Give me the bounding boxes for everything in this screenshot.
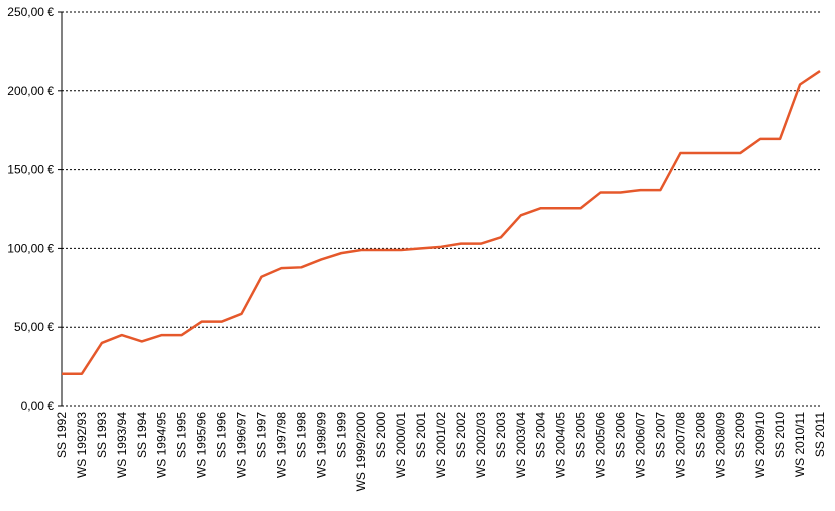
y-tick-label: 100,00 € [7,241,54,255]
y-tick-label: 0,00 € [21,399,55,413]
x-tick-label: WS 2002/03 [474,412,488,478]
x-tick-label: WS 1997/98 [274,412,288,478]
x-tick-label: WS 2006/07 [633,412,647,478]
x-tick-label: SS 2001 [414,412,428,458]
x-tick-label: SS 2007 [653,412,667,458]
x-tick-label: SS 1996 [215,412,229,458]
y-tick-label: 250,00 € [7,5,54,19]
x-tick-label: SS 2003 [494,412,508,458]
x-tick-label: SS 2008 [693,412,707,458]
x-tick-label: SS 2005 [574,412,588,458]
x-tick-label: WS 2007/08 [673,412,687,478]
x-tick-label: SS 1997 [254,412,268,458]
x-tick-label: WS 1994/95 [155,412,169,478]
x-tick-label: SS 1992 [55,412,69,458]
x-tick-label: WS 2008/09 [713,412,727,478]
x-tick-label: WS 2009/10 [753,412,767,478]
x-tick-label: SS 1993 [95,412,109,458]
x-tick-label: WS 2003/04 [514,412,528,478]
y-tick-label: 50,00 € [14,320,54,334]
x-tick-label: SS 1995 [175,412,189,458]
x-tick-label: WS 2004/05 [554,412,568,478]
x-tick-label: WS 2010/11 [793,412,807,477]
x-tick-label: WS 1992/93 [75,412,89,478]
x-tick-label: WS 1995/96 [195,412,209,478]
line [62,70,821,375]
x-tick-label: WS 2005/06 [594,412,608,478]
x-tick-label: SS 2000 [374,412,388,458]
x-tick-label: SS 2006 [614,412,628,458]
x-tick-label: WS 1999/2000 [354,412,368,492]
x-tick-label: WS 1993/94 [115,412,129,478]
x-tick-label: SS 2010 [773,412,787,458]
x-tick-label: SS 2002 [454,412,468,458]
y-tick-label: 200,00 € [7,84,54,98]
x-tick-label: SS 2009 [733,412,747,458]
x-tick-label: SS 1999 [334,412,348,458]
x-tick-label: WS 1998/99 [314,412,328,478]
y-tick-label: 150,00 € [7,163,54,177]
x-tick-label: WS 2001/02 [434,412,448,478]
x-tick-label: WS 1996/97 [235,412,249,478]
x-tick-label: SS 1998 [294,412,308,458]
x-tick-label: WS 2000/01 [394,412,408,478]
x-tick-label: SS 2011 [813,412,827,457]
x-tick-label: SS 2004 [534,412,548,458]
x-tick-label: SS 1994 [135,412,149,458]
